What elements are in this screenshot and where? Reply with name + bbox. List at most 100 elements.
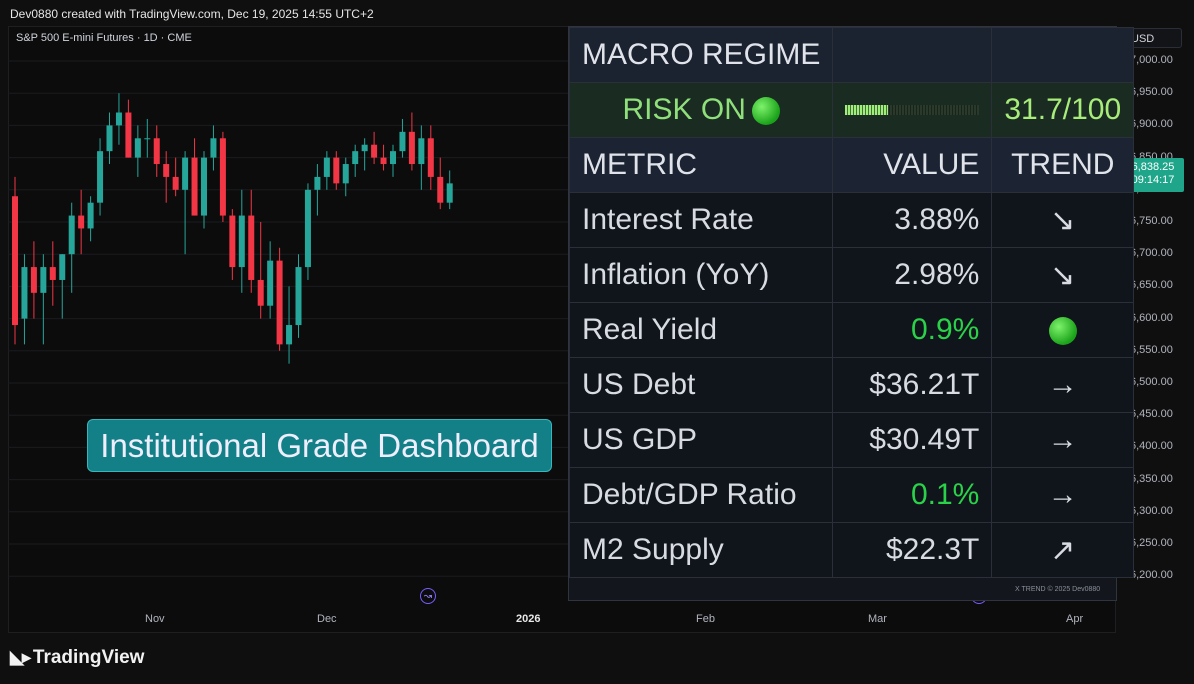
candle <box>153 125 160 177</box>
time-label: 2026 <box>516 613 541 625</box>
candle <box>210 125 217 171</box>
time-label: Apr <box>1066 613 1084 625</box>
candle <box>49 241 56 306</box>
candle <box>342 157 349 197</box>
brand-logo[interactable]: ◣▸ TradingView <box>10 647 144 669</box>
table-row: Real Yield 0.9% <box>568 302 1135 358</box>
candle <box>399 118 406 158</box>
dashboard-footer: X TREND © 2025 Dev0880 <box>1015 586 1101 593</box>
table-row: M2 Supply $22.3T ↗ <box>568 522 1135 578</box>
last-price-tag: 6,838.25 09:14:17 <box>1122 158 1184 192</box>
candle <box>371 131 378 165</box>
last-price-value: 6,838.25 <box>1131 161 1175 173</box>
trend-arrow-icon: ↘ <box>991 247 1135 303</box>
price-label: 6,700.00 <box>1130 247 1173 260</box>
price-label: 6,450.00 <box>1130 408 1173 421</box>
price-label: 6,550.00 <box>1130 343 1173 356</box>
candle <box>125 99 132 158</box>
column-header-value: VALUE <box>832 137 993 193</box>
title-spacer <box>991 27 1135 83</box>
title-spacer <box>832 27 993 83</box>
price-label: 6,750.00 <box>1130 215 1173 227</box>
trend-arrow-icon: → <box>991 412 1135 468</box>
price-label: 6,900.00 <box>1130 118 1173 131</box>
metric-value: $30.49T <box>832 412 993 468</box>
metric-value: 0.9% <box>832 302 993 358</box>
trend-arrow-icon: ↗ <box>991 522 1135 578</box>
candle <box>12 176 18 345</box>
macro-regime-table: MACRO REGIME RISK ON 31.7/100 METRIC VAL… <box>568 26 1135 601</box>
candle <box>172 157 179 197</box>
metric-value: 2.98% <box>832 247 993 303</box>
candle <box>380 144 387 171</box>
candle <box>40 254 47 345</box>
price-label: 6,950.00 <box>1130 86 1173 99</box>
metric-name: Inflation (YoY) <box>568 247 834 303</box>
price-label: 6,300.00 <box>1130 504 1173 517</box>
metric-name: US GDP <box>568 412 834 468</box>
trend-arrow-icon: → <box>991 467 1135 523</box>
symbol-title[interactable]: S&P 500 E-mini Futures · 1D · CME <box>16 32 192 44</box>
candle <box>248 189 255 293</box>
candle <box>201 151 207 229</box>
candle <box>106 112 113 165</box>
candle <box>68 202 75 293</box>
time-label: Feb <box>696 613 715 625</box>
metric-name: M2 Supply <box>568 522 834 578</box>
candle <box>286 286 293 364</box>
candle <box>314 164 321 216</box>
candle <box>163 151 170 203</box>
green-circle-icon <box>751 97 780 126</box>
metric-name: Real Yield <box>568 302 834 358</box>
candle <box>144 118 151 158</box>
candle <box>352 144 359 177</box>
candle <box>30 241 37 319</box>
candle <box>182 151 189 255</box>
table-row: Inflation (YoY) 2.98% ↘ <box>568 247 1135 303</box>
bar-countdown: 09:14:17 <box>1131 174 1175 186</box>
metric-value: $22.3T <box>832 522 993 578</box>
candle <box>238 189 245 293</box>
column-header-metric: METRIC <box>568 137 834 193</box>
score-bar-cell <box>832 82 993 138</box>
price-label: 6,650.00 <box>1130 279 1173 292</box>
metric-value: 0.1% <box>832 467 993 523</box>
green-circle-icon <box>1048 317 1077 346</box>
candlestick-series <box>8 60 568 577</box>
metric-name: Debt/GDP Ratio <box>568 467 834 523</box>
regime-score: 31.7/100 <box>991 82 1135 138</box>
table-title: MACRO REGIME <box>568 27 834 83</box>
regime-cell: RISK ON <box>568 82 834 138</box>
attribution-text: Dev0880 created with TradingView.com, De… <box>10 7 374 21</box>
candle <box>446 170 453 210</box>
price-label: 6,250.00 <box>1130 537 1173 549</box>
price-label: 6,600.00 <box>1130 311 1173 324</box>
score-bar-fill <box>845 105 888 115</box>
candle <box>418 125 425 190</box>
candle <box>295 254 302 338</box>
regime-label: RISK ON <box>622 93 746 126</box>
dashboard-badge: Institutional Grade Dashboard <box>87 419 552 472</box>
candle <box>304 183 311 280</box>
candle <box>390 144 396 177</box>
candle <box>267 241 274 319</box>
candle <box>78 189 85 255</box>
candle <box>59 254 66 319</box>
event-marker-icon[interactable]: ↝ <box>420 588 436 604</box>
table-row: Interest Rate 3.88% ↘ <box>568 192 1135 248</box>
price-label: 6,200.00 <box>1130 569 1173 582</box>
price-label: 6,500.00 <box>1130 376 1173 388</box>
candle <box>87 196 94 242</box>
candle <box>115 93 122 145</box>
candle <box>97 138 104 216</box>
candle <box>408 112 415 171</box>
candle <box>276 247 283 351</box>
table-row: Debt/GDP Ratio 0.1% → <box>568 467 1135 523</box>
candle <box>333 151 340 190</box>
candle <box>257 222 264 319</box>
trend-indicator <box>991 302 1135 358</box>
trend-arrow-icon: → <box>991 357 1135 413</box>
candle <box>323 151 330 190</box>
candle <box>229 209 236 280</box>
trend-arrow-icon: ↘ <box>991 192 1135 248</box>
